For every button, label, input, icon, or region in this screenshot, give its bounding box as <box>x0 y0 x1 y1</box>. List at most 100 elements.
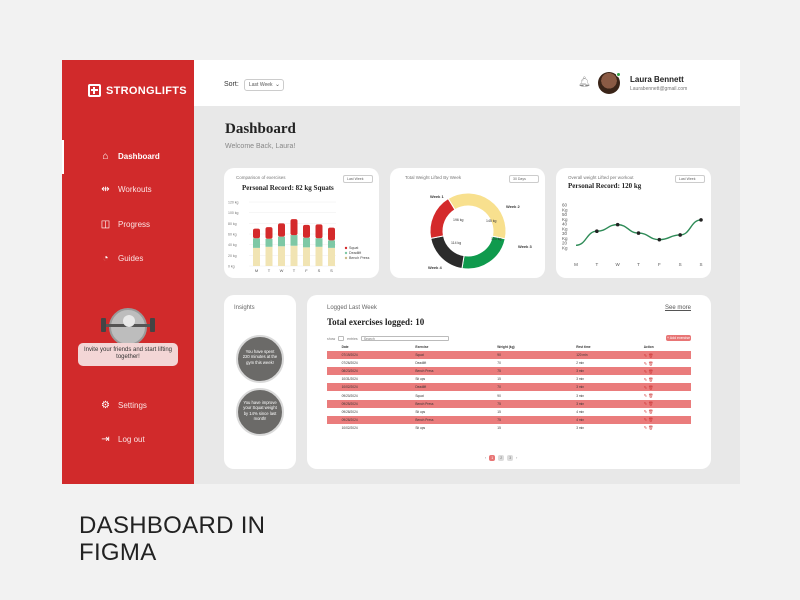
page-button[interactable]: 1 <box>489 455 496 461</box>
bell-icon[interactable]: 🔔︎ <box>578 77 591 88</box>
page-title: Dashboard <box>225 121 296 137</box>
delete-icon[interactable]: 🗑︎ <box>648 401 654 407</box>
edit-icon[interactable]: ✎ <box>643 360 649 366</box>
edit-icon[interactable]: ✎ <box>643 352 649 358</box>
table-row[interactable]: 10/02/2024 Deadlift 70 3 min ✎ 🗑︎ <box>327 383 691 392</box>
column-header[interactable]: Rest time <box>576 345 591 349</box>
edit-icon[interactable]: ✎ <box>643 409 649 415</box>
delete-icon[interactable]: 🗑︎ <box>648 368 654 374</box>
table-row[interactable]: 07/26/2024 Deadlift 70 2 min ✎ 🗑︎ <box>327 359 691 367</box>
sidebar-item-settings[interactable]: ⚙ Settings <box>100 400 147 411</box>
filter-dropdown[interactable]: Last Week <box>343 175 373 183</box>
sidebar-item-progress[interactable]: ◫ Progress <box>100 219 150 230</box>
filter-dropdown[interactable]: Last Week <box>675 175 705 183</box>
table-cell <box>327 415 339 424</box>
sort-label: Sort: <box>224 81 239 88</box>
sidebar-item-workouts[interactable]: ⇹ Workouts <box>100 184 151 195</box>
y-tick-label: 40 kg <box>228 243 237 247</box>
column-header[interactable]: Exercise <box>415 345 429 349</box>
log-title: Total exercises logged: 10 <box>327 317 425 327</box>
legend-marker <box>344 246 348 250</box>
see-more-link[interactable]: See more <box>664 305 691 311</box>
delete-icon[interactable]: 🗑︎ <box>648 409 654 415</box>
pagination: ‹ 1 2 3 › <box>485 455 517 461</box>
table-row[interactable]: 10/02/2024 Sit ups 15 3 min ✎ 🗑︎ <box>327 424 691 432</box>
y-tick-label: 30 <box>562 231 568 236</box>
table-row[interactable]: 09/28/2024 Bench Press 75 4 min ✎ 🗑︎ <box>327 415 691 424</box>
add-exercise-button[interactable]: + Add exercise <box>666 335 691 341</box>
x-tick-label: M <box>255 268 258 273</box>
table-cell <box>327 424 339 432</box>
delete-icon[interactable]: 🗑︎ <box>648 384 654 390</box>
y-tick-label: 60 <box>562 203 568 208</box>
logo-text: STRONGLIFTS <box>106 84 187 97</box>
table-cell: 10/31/2024 <box>341 377 358 382</box>
edit-icon[interactable]: ✎ <box>643 425 649 431</box>
table-cell: Squat <box>412 351 495 360</box>
column-header[interactable]: Action <box>643 345 654 349</box>
invite-banner[interactable]: Invite your friends and start lifting to… <box>78 343 178 366</box>
user-email: Laurabennett@gmail.com <box>630 86 688 92</box>
y-tick-label: 40 <box>562 222 568 227</box>
table-row[interactable]: 09/28/2024 Sit ups 15 4 min ✎ 🗑︎ <box>327 408 691 416</box>
edit-icon[interactable]: ✎ <box>643 401 649 407</box>
next-page-icon[interactable]: › <box>516 456 518 460</box>
table-row[interactable]: 09/20/2024 Squat 90 3 min ✎ 🗑︎ <box>327 391 691 399</box>
row-actions: ✎ 🗑︎ <box>640 351 691 360</box>
delete-icon[interactable]: 🗑︎ <box>648 425 654 431</box>
column-header[interactable]: Date <box>341 345 349 349</box>
edit-icon[interactable]: ✎ <box>643 368 649 374</box>
search-input[interactable]: Search <box>360 336 449 341</box>
delete-icon[interactable]: 🗑︎ <box>648 393 654 399</box>
table-row[interactable]: 08/23/2024 Bench Press 75 3 min ✎ 🗑︎ <box>327 367 691 376</box>
slice-value-label: 120 kg <box>491 237 502 241</box>
edit-icon[interactable]: ✎ <box>643 376 649 382</box>
delete-icon[interactable]: 🗑︎ <box>648 417 654 423</box>
table-row[interactable]: 07/19/2024 Squat 90 120 min ✎ 🗑︎ <box>327 351 691 360</box>
filter-value: Last Week <box>679 177 696 181</box>
x-tick-label: T <box>293 268 296 273</box>
table-cell <box>327 383 339 392</box>
log-subtitle: Logged Last Week <box>327 305 377 311</box>
table-row[interactable]: 09/25/2024 Bench Press 75 3 min ✎ 🗑︎ <box>327 399 691 408</box>
column-header[interactable]: Weight (kg) <box>497 345 515 349</box>
table-cell: 75 <box>494 399 574 408</box>
edit-icon[interactable]: ✎ <box>643 384 649 390</box>
logo-icon <box>88 84 101 97</box>
dumbbell-icon: ⇹ <box>101 184 110 195</box>
delete-icon[interactable]: 🗑︎ <box>648 352 654 358</box>
row-actions: ✎ 🗑︎ <box>641 359 691 367</box>
filter-dropdown[interactable]: 30 Days <box>509 175 539 183</box>
card-subtitle: Comparison of exercises <box>236 175 286 180</box>
table-cell <box>327 351 339 360</box>
page-button[interactable]: 2 <box>498 455 505 461</box>
table-cell: 3 min <box>573 383 641 392</box>
table-row[interactable]: 10/31/2024 Sit ups 15 3 min ✎ 🗑︎ <box>327 375 691 383</box>
page-button[interactable]: 3 <box>507 455 514 461</box>
prev-page-icon[interactable]: ‹ <box>485 456 487 460</box>
slice-label: Week 1 <box>430 194 444 199</box>
column-header[interactable] <box>327 343 339 351</box>
sidebar-item-guides[interactable]: ◔ Guides <box>100 253 143 264</box>
avatar[interactable] <box>598 72 621 94</box>
edit-icon[interactable]: ✎ <box>643 417 649 423</box>
delete-icon[interactable]: 🗑︎ <box>648 360 654 366</box>
entries-select[interactable] <box>338 336 345 341</box>
donut-slice <box>429 197 456 239</box>
table-cell: 15 <box>497 409 501 414</box>
x-tick-label: W <box>616 262 621 267</box>
table-cell <box>327 408 339 416</box>
x-tick-label: W <box>280 268 284 273</box>
table-cell: 90 <box>497 393 501 398</box>
edit-icon[interactable]: ✎ <box>643 393 649 399</box>
sidebar-item-logout[interactable]: ⇥ Log out <box>100 434 144 445</box>
app-frame: STRONGLIFTS ⌂ Dashboard ⇹ Workouts ◫ Pro… <box>62 60 740 484</box>
row-actions: ✎ 🗑︎ <box>640 399 691 408</box>
sidebar-item-dashboard[interactable]: ⌂ Dashboard <box>100 151 159 162</box>
logo[interactable]: STRONGLIFTS <box>88 84 187 97</box>
entries-label: entries <box>347 336 358 341</box>
delete-icon[interactable]: 🗑︎ <box>648 376 654 382</box>
sort-dropdown[interactable]: Last Week ⌄ <box>244 79 284 91</box>
bar-segment <box>315 224 323 239</box>
legend-label: Squat <box>349 246 358 250</box>
